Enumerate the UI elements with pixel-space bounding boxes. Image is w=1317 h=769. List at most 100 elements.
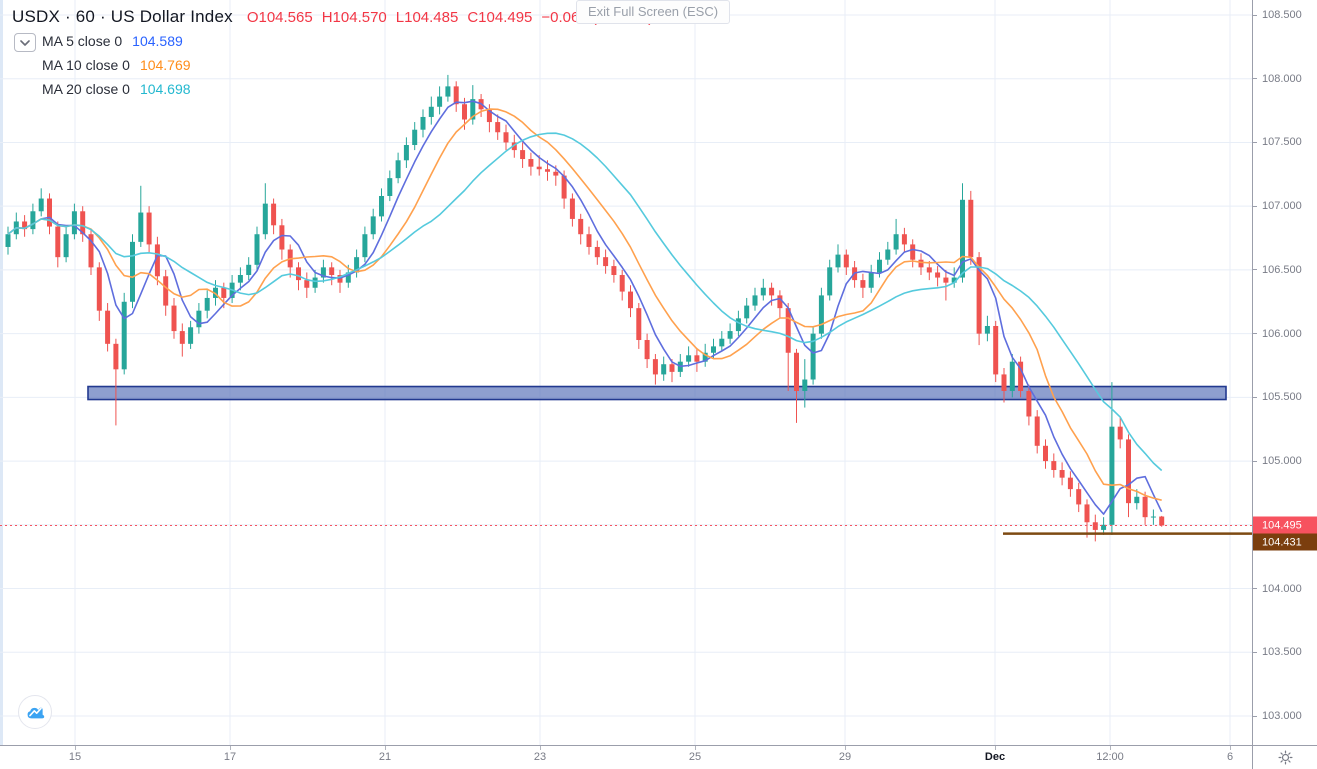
candle	[1067, 471, 1073, 497]
candle	[47, 193, 52, 235]
price-tick-mark	[1253, 78, 1257, 80]
indicator-value: 104.698	[139, 81, 191, 97]
price-tick-mark	[1253, 651, 1257, 653]
indicator-row-ma20[interactable]: MA 20 close 0 104.698	[42, 81, 191, 97]
tradingview-logo-button[interactable]	[18, 695, 52, 729]
candle	[105, 303, 111, 352]
price-tick-mark	[1253, 141, 1257, 143]
candle	[495, 114, 501, 140]
price-tick-mark	[1253, 460, 1257, 462]
candle	[901, 227, 907, 253]
candle	[611, 259, 617, 283]
candle	[1018, 356, 1024, 398]
gear-icon	[1278, 750, 1293, 765]
candle	[1076, 482, 1082, 513]
time-tick-mark	[1230, 746, 1231, 750]
gridlines	[0, 0, 1252, 745]
candle	[38, 188, 44, 217]
price-tick-label: 106.000	[1262, 327, 1302, 340]
candle	[628, 285, 633, 318]
candle	[1043, 439, 1048, 469]
indicator-label: MA 20 close 0	[42, 81, 130, 97]
candle	[669, 359, 675, 383]
candle	[420, 109, 426, 138]
price-tick-label: 105.500	[1262, 391, 1302, 404]
candle	[163, 269, 169, 316]
candle	[204, 290, 210, 319]
candle	[935, 266, 941, 287]
time-axis[interactable]: 15 17 21 23 25 29 Dec 12:00 6	[0, 745, 1252, 769]
candle	[686, 346, 692, 367]
price-tick-mark	[1253, 715, 1257, 717]
price-tick-label: 103.500	[1262, 646, 1302, 659]
candle	[63, 226, 69, 263]
time-tick-label: 29	[838, 751, 852, 763]
candle	[578, 213, 584, 245]
candle	[528, 152, 534, 176]
candle	[370, 208, 376, 240]
candle	[727, 323, 733, 344]
price-tick-label: 108.500	[1262, 9, 1302, 21]
candle	[146, 206, 152, 253]
candle	[30, 203, 36, 235]
price-tick-label: 107.500	[1262, 136, 1302, 149]
candle	[13, 212, 19, 240]
candle	[1159, 515, 1165, 527]
candle	[453, 81, 459, 112]
candle	[437, 86, 443, 115]
candle	[1117, 417, 1123, 449]
candle	[943, 269, 949, 301]
candle	[569, 193, 575, 227]
indicator-value: 104.769	[139, 57, 191, 73]
price-tick-mark	[1253, 205, 1257, 207]
candle	[1026, 384, 1032, 426]
time-tick-mark	[540, 746, 541, 750]
candle	[827, 259, 833, 301]
candle	[96, 262, 102, 321]
candle	[752, 287, 758, 311]
ma-5-line	[7, 100, 1163, 515]
indicator-row-ma5[interactable]: MA 5 close 0 104.589	[42, 33, 183, 49]
time-tick-label: 25	[688, 751, 702, 763]
candle	[694, 348, 700, 372]
left-edge-panel-strip	[0, 0, 3, 768]
candle	[1092, 514, 1098, 542]
candle	[138, 185, 144, 247]
candle	[984, 315, 990, 342]
candle	[80, 206, 86, 242]
candle	[926, 260, 932, 281]
candle	[968, 190, 974, 265]
axis-settings-corner[interactable]	[1252, 745, 1317, 769]
time-tick-label: 12:00	[1096, 751, 1124, 763]
candle	[1126, 434, 1131, 518]
indicator-collapse-button[interactable]	[14, 33, 36, 52]
price-tick-label: 105.000	[1262, 455, 1302, 468]
trendline-price-tag: 104.431	[1253, 533, 1317, 551]
candle	[951, 267, 957, 288]
time-tick-mark	[845, 746, 846, 750]
candle	[395, 152, 401, 184]
price-tick-label: 103.000	[1262, 710, 1302, 722]
candlestick-chart-canvas[interactable]	[0, 0, 1252, 745]
candle	[304, 272, 310, 298]
candle	[22, 215, 28, 237]
price-tick-label: 106.500	[1262, 263, 1302, 276]
candle	[354, 249, 360, 278]
candle	[379, 188, 384, 222]
indicator-label: MA 10 close 0	[42, 57, 130, 73]
candle	[387, 170, 393, 202]
indicator-row-ma10[interactable]: MA 10 close 0 104.769	[42, 57, 191, 73]
price-axis[interactable]: 108.500 108.000 107.500 107.000 106.500 106.0…	[1252, 0, 1317, 745]
support-resistance-zone-rectangle[interactable]	[87, 385, 1227, 401]
price-tick-mark	[1253, 588, 1257, 590]
candle	[744, 297, 750, 324]
candle	[910, 239, 916, 268]
price-tick-label: 104.000	[1262, 582, 1302, 595]
candle	[885, 241, 891, 265]
indicator-value: 104.589	[132, 33, 183, 49]
candle	[652, 354, 658, 385]
candle	[960, 183, 965, 283]
candle	[362, 226, 368, 263]
candle	[1134, 489, 1140, 510]
candle	[1101, 517, 1107, 536]
